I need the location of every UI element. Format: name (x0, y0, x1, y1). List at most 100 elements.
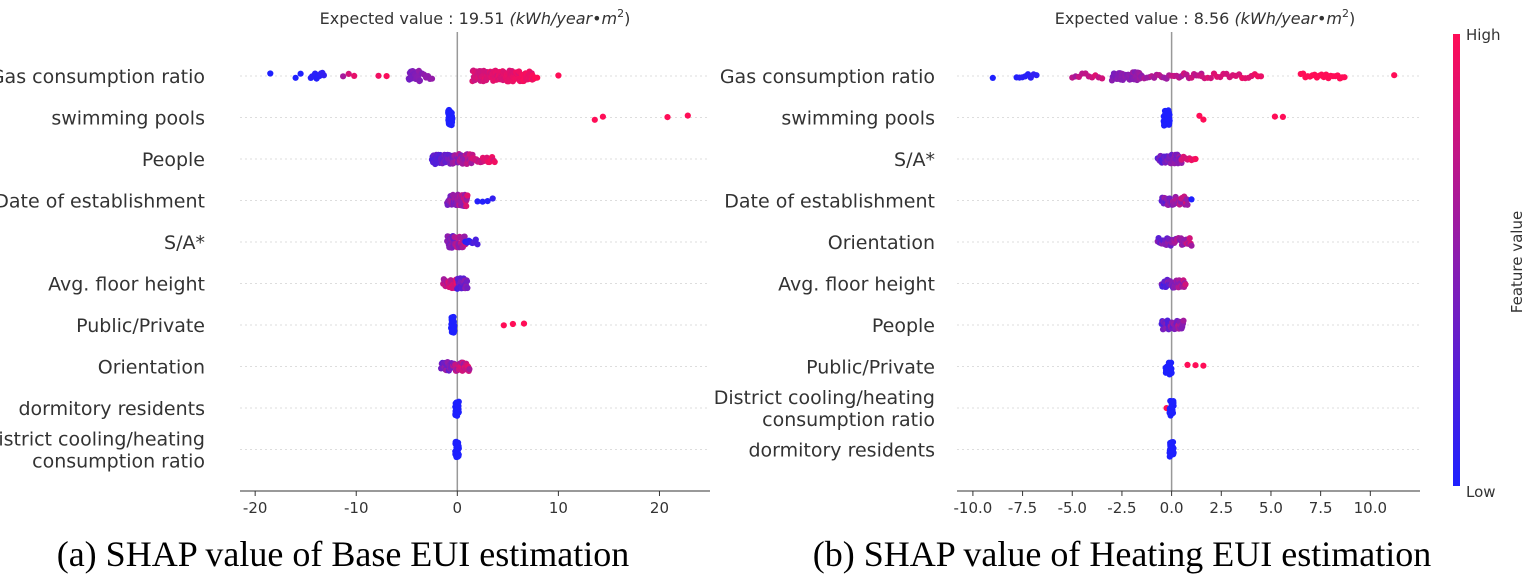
feature-label: Public/Private (76, 315, 205, 337)
shap-point (450, 313, 457, 321)
shap-point (684, 112, 691, 119)
panel-base-eui: Expected value : 19.51 (kWh/year•m2) Gas … (0, 7, 710, 574)
shap-point (1183, 196, 1190, 203)
shap-point (451, 322, 458, 330)
shap-point (1271, 113, 1278, 120)
shap-point (484, 198, 491, 205)
shap-point (1257, 73, 1265, 80)
feature-label: People (142, 149, 205, 171)
feature-label: People (872, 315, 935, 337)
shap-point (455, 398, 462, 405)
shap-point (1192, 362, 1199, 369)
feature-label: Date of establishment (724, 191, 935, 213)
feature-label: Public/Private (806, 357, 935, 379)
shap-point (463, 203, 470, 210)
shap-point (463, 278, 471, 285)
shap-point (428, 75, 436, 82)
shap-point (351, 72, 358, 79)
expected-value-label: Expected value : 8.56 (kWh/year•m2) (1055, 7, 1356, 28)
shap-point (1170, 402, 1177, 409)
feature-label: Date of establishment (0, 191, 205, 213)
shap-point (1279, 113, 1286, 120)
shap-point (1200, 116, 1207, 123)
x-tick-label: -10 (344, 499, 369, 517)
x-tick-label: 7.5 (1309, 499, 1333, 517)
shap-point (345, 70, 352, 77)
shap-point (1166, 117, 1173, 124)
shap-point (489, 195, 496, 202)
shap-point (383, 73, 390, 80)
colorbar: High Low Feature value (1453, 26, 1526, 501)
shap-point (474, 198, 481, 205)
shap-point (534, 74, 541, 81)
shap-point (292, 74, 299, 81)
x-tick-label: -7.5 (1008, 499, 1037, 517)
shap-point (591, 116, 598, 123)
shap-point (320, 72, 327, 79)
shap-point (472, 236, 479, 243)
shap-point (1099, 75, 1106, 82)
shap-point (474, 241, 481, 248)
shap-point (1341, 74, 1348, 81)
shap-point (555, 72, 562, 79)
shap-point (1200, 362, 1207, 369)
shap-point (479, 198, 486, 205)
feature-label: District cooling/heating (714, 387, 935, 409)
expected-value-label: Expected value : 19.51 (kWh/year•m2) (320, 7, 631, 28)
shap-point (1169, 409, 1176, 416)
shap-point (509, 320, 516, 328)
feature-label: District cooling/heating (0, 429, 205, 451)
shap-point (989, 74, 996, 81)
shap-point (340, 73, 347, 80)
x-tick-label: 0 (453, 499, 463, 517)
feature-label: Orientation (98, 357, 205, 379)
x-tick-label: -5.0 (1058, 499, 1087, 517)
shap-point (464, 284, 471, 292)
shap-point (464, 192, 471, 199)
shap-point (1180, 317, 1187, 324)
shap-point (1170, 445, 1177, 452)
shap-point (461, 233, 468, 240)
shap-point (599, 113, 607, 120)
x-tick-label: -10.0 (953, 499, 992, 517)
feature-label: Orientation (828, 232, 935, 254)
shap-point (1168, 359, 1175, 366)
shap-point (1184, 361, 1191, 368)
feature-label: dormitory residents (748, 440, 935, 462)
x-tick-label: 10.0 (1354, 499, 1387, 517)
shap-point (1168, 369, 1175, 377)
shap-point (455, 445, 462, 452)
colorbar-low-label: Low (1466, 483, 1496, 501)
shap-point (416, 77, 423, 84)
shap-point (455, 409, 462, 416)
shap-point (1207, 75, 1214, 82)
colorbar-title: Feature value (1508, 211, 1526, 313)
feature-label: swimming pools (51, 108, 205, 130)
panel-heating-eui: Expected value : 8.56 (kWh/year•m2) Gas c… (714, 7, 1432, 574)
panel-caption: (b) SHAP value of Heating EUI estimation (813, 534, 1432, 574)
shap-point (267, 70, 274, 77)
shap-point (1192, 155, 1199, 163)
x-tick-label: 2.5 (1209, 499, 1233, 517)
feature-label: Gas consumption ratio (720, 66, 935, 88)
feature-label: Avg. floor height (48, 274, 205, 296)
shap-point (520, 320, 528, 327)
shap-point (375, 72, 382, 79)
panel-caption: (a) SHAP value of Base EUI estimation (57, 534, 630, 574)
x-tick-label: -2.5 (1107, 499, 1136, 517)
shap-point (664, 114, 671, 121)
shap-point (1184, 201, 1191, 208)
shap-point (500, 322, 507, 329)
shap-point (1033, 72, 1040, 79)
shap-point (1182, 281, 1189, 288)
colorbar-gradient (1453, 34, 1460, 486)
shap-point (449, 115, 456, 122)
shap-point (455, 451, 462, 458)
feature-label: consumption ratio (762, 409, 935, 431)
feature-label: swimming pools (781, 108, 935, 130)
shap-point (451, 327, 458, 334)
colorbar-high-label: High (1466, 26, 1500, 44)
shap-point (466, 366, 473, 373)
x-tick-label: 0.0 (1160, 499, 1184, 517)
shap-point (297, 70, 304, 77)
